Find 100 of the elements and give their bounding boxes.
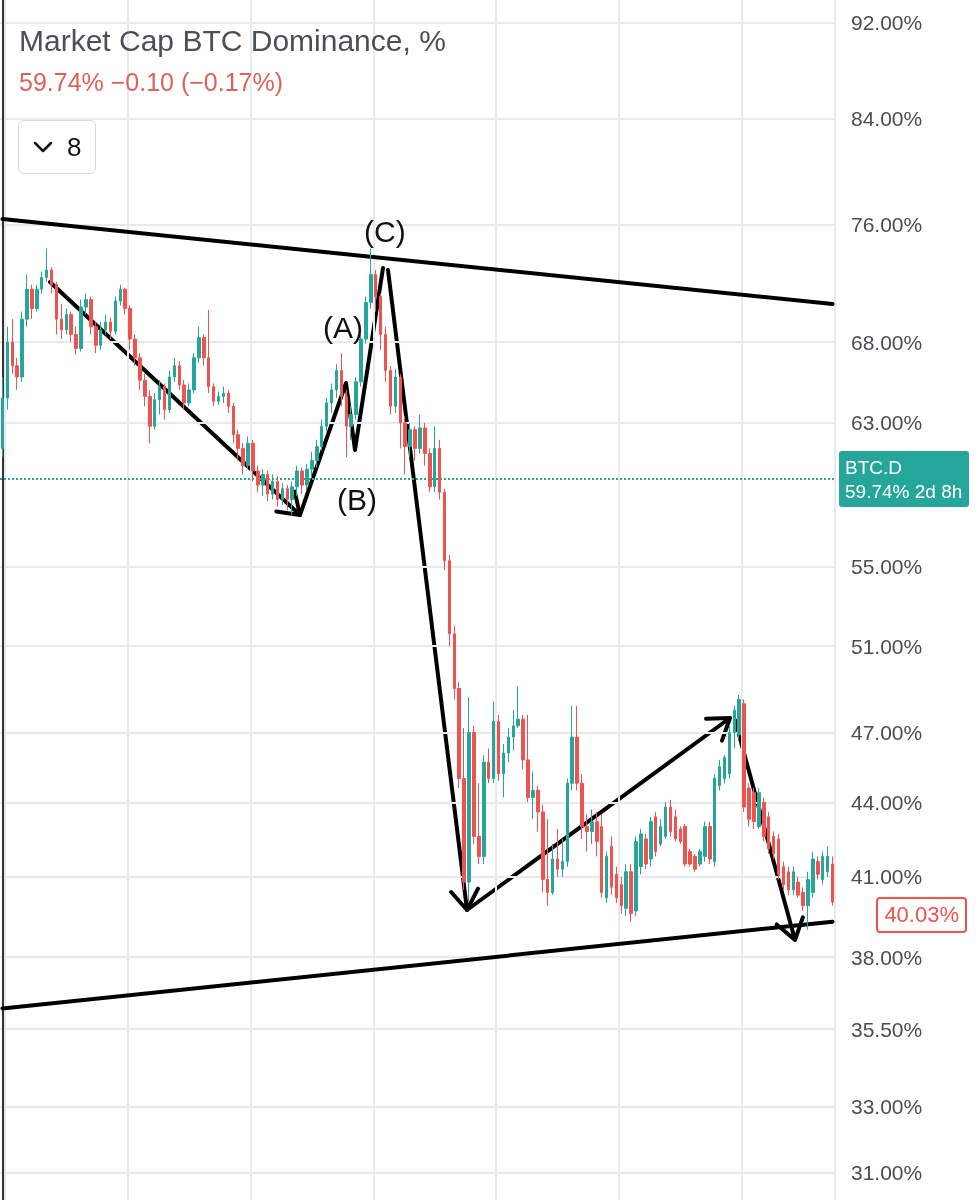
candlestick	[217, 391, 220, 406]
candlestick	[325, 397, 328, 432]
candlestick	[467, 696, 471, 904]
candlestick	[816, 855, 820, 880]
candlestick	[394, 368, 397, 414]
candlestick	[497, 714, 500, 782]
annotation: (A)	[323, 311, 363, 345]
candlestick	[109, 317, 112, 340]
candlestick	[821, 850, 824, 886]
candlestick	[389, 365, 392, 416]
y-tick-label: 76.00%	[851, 213, 923, 237]
text: Market Cap BTC Dominance, %	[19, 23, 446, 57]
candlestick	[482, 754, 486, 865]
candlestick	[782, 861, 785, 891]
candlestick	[674, 808, 677, 842]
candlestick	[551, 843, 554, 896]
candlestick	[664, 801, 667, 840]
y-tick-label: 31.00%	[851, 1160, 923, 1184]
candlestick	[718, 759, 721, 791]
candlestick	[556, 828, 559, 878]
candlestick	[487, 747, 490, 784]
candlestick	[153, 392, 156, 431]
candlestick	[728, 725, 731, 780]
candlestick	[826, 845, 829, 878]
candlestick	[772, 830, 775, 860]
candlestick	[50, 266, 53, 295]
candlestick	[605, 850, 608, 904]
candlestick	[379, 293, 382, 351]
candlestick	[531, 770, 535, 820]
candlestick	[492, 701, 495, 784]
candlestick	[340, 352, 343, 407]
candlestick	[99, 321, 102, 351]
candlestick	[629, 863, 633, 923]
candlestick	[114, 296, 117, 335]
candlestick	[624, 863, 628, 917]
y-tick-label: 41.00%	[851, 865, 923, 889]
y-tick-label: 35.50%	[851, 1017, 923, 1041]
text: 40.03%	[876, 897, 967, 933]
candlestick	[163, 382, 166, 421]
candlestick	[1, 376, 4, 458]
y-tick-label: 55.00%	[851, 554, 923, 578]
candlestick	[286, 484, 289, 511]
candlestick	[713, 773, 716, 868]
candlestick	[777, 833, 780, 880]
candlestick	[246, 435, 250, 470]
y-tick-label: 33.00%	[851, 1094, 923, 1118]
annotation: (C)	[364, 215, 406, 249]
candlestick	[65, 308, 68, 335]
y-tick-label: 68.00%	[851, 330, 923, 354]
y-tick-label: 63.00%	[851, 411, 923, 435]
candlestick	[615, 866, 618, 904]
candlestick	[276, 475, 279, 508]
candlestick	[30, 284, 34, 320]
candlestick	[757, 787, 761, 830]
candlestick	[792, 866, 795, 896]
candlestick	[335, 363, 338, 399]
candlestick	[644, 833, 648, 870]
candlestick	[227, 389, 230, 414]
y-tick-label: 47.00%	[851, 721, 923, 745]
candlestick	[659, 818, 662, 847]
candlestick	[212, 382, 215, 407]
candlestick	[408, 422, 412, 458]
candlestick	[60, 303, 63, 340]
candlestick	[173, 357, 176, 383]
y-tick-label: 84.00%	[851, 107, 923, 131]
candlestick	[413, 425, 417, 461]
candlestick	[669, 799, 672, 837]
candlestick	[158, 379, 161, 416]
candlestick	[448, 554, 451, 647]
candlestick	[55, 281, 58, 335]
candlestick	[104, 314, 107, 335]
candlestick	[502, 743, 505, 798]
y-tick-label: 38.00%	[851, 945, 923, 969]
candlestick	[300, 466, 304, 495]
candlestick	[620, 876, 623, 915]
candlestick	[561, 838, 564, 878]
candlestick	[443, 488, 446, 571]
candlestick	[507, 727, 510, 763]
y-tick-label: 51.00%	[851, 634, 923, 658]
candlestick	[654, 811, 657, 857]
candlestick	[45, 248, 48, 283]
candlestick	[438, 439, 441, 500]
candlestick	[831, 855, 834, 907]
candlestick	[723, 754, 726, 784]
y-tick-label: 92.00%	[851, 11, 923, 35]
candlestick	[649, 816, 653, 868]
candlestick	[119, 284, 122, 307]
candlestick	[168, 370, 171, 414]
candlestick	[330, 382, 333, 414]
candlestick	[345, 389, 348, 458]
annotation: (B)	[337, 483, 377, 517]
candlestick	[418, 414, 422, 455]
candlestick	[6, 326, 9, 411]
candlestick	[374, 269, 377, 313]
candlestick	[708, 821, 712, 865]
candlestick	[610, 835, 613, 896]
annotation: 8	[67, 131, 82, 163]
candlestick	[384, 326, 387, 383]
candlestick	[222, 386, 225, 404]
candlestick	[266, 470, 269, 502]
